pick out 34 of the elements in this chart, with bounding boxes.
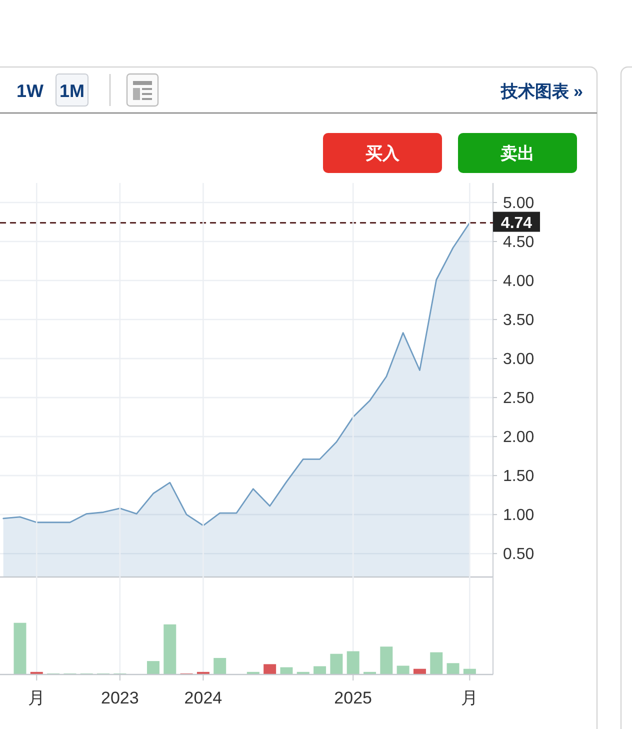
bar	[430, 652, 443, 674]
bar	[380, 646, 393, 674]
bar	[14, 622, 26, 674]
y-tick-label: 2.00	[503, 429, 534, 446]
y-tick-label: 4.00	[503, 273, 534, 290]
x-tick-label: 月	[28, 688, 46, 708]
bar	[330, 654, 343, 674]
bar	[346, 651, 360, 674]
text: 1M	[59, 81, 85, 101]
bar	[314, 666, 326, 674]
y-tick-label: 1.00	[503, 507, 534, 524]
bar	[280, 667, 293, 674]
text: 技术图表 »	[500, 82, 583, 101]
y-tick-label: 4.50	[503, 234, 534, 252]
text: 1W	[16, 81, 44, 101]
bar	[446, 663, 460, 674]
bar	[264, 664, 276, 674]
y-tick-label: 0.50	[503, 546, 534, 564]
bar	[164, 624, 176, 674]
bar	[146, 661, 160, 674]
y-tick-label: 5.00	[503, 195, 534, 212]
y-tick-label: 1.50	[503, 468, 534, 486]
x-tick-label: 2025	[334, 688, 372, 708]
x-tick-label: 2024	[184, 688, 222, 708]
bar	[214, 658, 226, 674]
bar	[396, 666, 410, 674]
y-tick-label: 3.50	[503, 312, 534, 330]
x-tick-label: 2023	[101, 688, 139, 708]
x-tick-label: 月	[461, 688, 478, 708]
text: 卖出	[500, 144, 534, 163]
y-tick-label: 2.50	[503, 390, 534, 408]
text: 买入	[366, 144, 400, 163]
ref-line-label: 4.74	[500, 214, 532, 232]
y-tick-label: 3.00	[503, 351, 534, 368]
